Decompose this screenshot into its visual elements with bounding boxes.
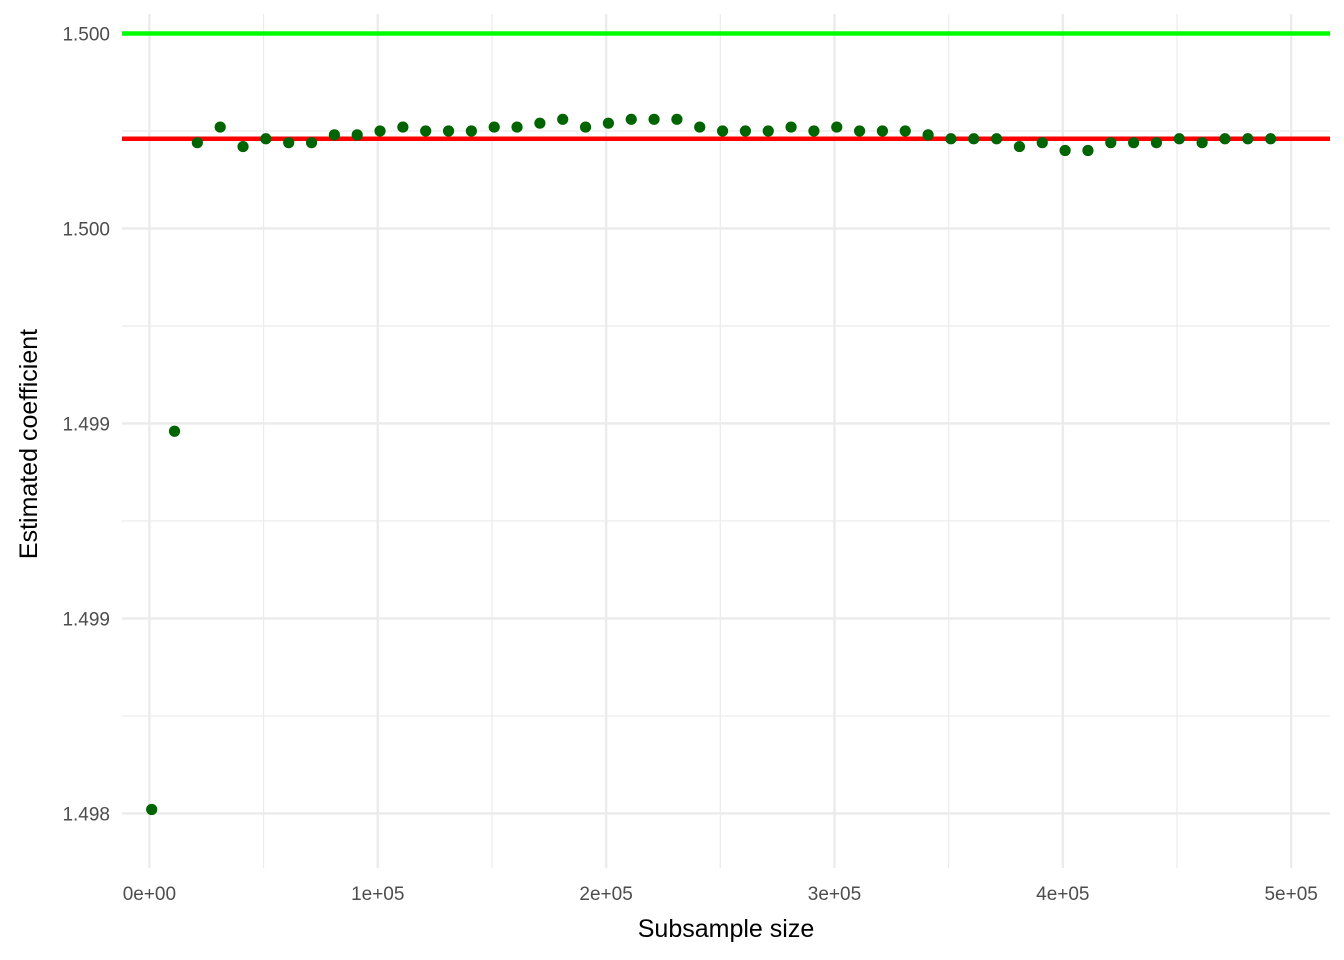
data-point	[168, 425, 181, 437]
data-point	[1082, 144, 1094, 157]
major-gridlines	[122, 14, 1330, 868]
data-point	[305, 137, 318, 149]
data-point	[1173, 133, 1185, 145]
data-point	[831, 121, 843, 133]
x-axis-tick-labels: 0e+00 1e+05 2e+05 3e+05 4e+05 5e+05	[123, 884, 1318, 905]
data-point	[625, 113, 637, 125]
y-axis-title: Estimated coefficient	[15, 329, 43, 559]
data-point	[991, 133, 1003, 145]
data-point	[922, 129, 934, 141]
data-point	[785, 121, 797, 133]
data-point	[214, 121, 226, 133]
data-point	[899, 125, 911, 137]
data-point	[648, 113, 660, 125]
data-point	[283, 137, 295, 149]
data-point	[488, 121, 500, 133]
y-tick-label: 1.499	[62, 609, 110, 630]
x-tick-label: 5e+05	[1264, 884, 1317, 905]
y-tick-label: 1.499	[62, 414, 110, 435]
data-points	[146, 113, 1277, 816]
data-point	[328, 129, 340, 141]
data-point	[1150, 137, 1163, 149]
data-point	[146, 803, 158, 816]
data-point	[694, 121, 706, 133]
data-point	[1265, 133, 1277, 145]
data-point	[191, 137, 203, 149]
x-tick-label: 1e+05	[351, 884, 404, 905]
x-tick-label: 4e+05	[1036, 884, 1089, 905]
data-point	[602, 117, 614, 129]
x-tick-label: 2e+05	[579, 884, 632, 905]
data-point	[808, 125, 820, 137]
data-point	[853, 125, 866, 137]
data-point	[945, 133, 957, 145]
data-point	[1059, 144, 1071, 157]
data-point	[511, 121, 523, 133]
x-axis-title: Subsample size	[638, 915, 814, 943]
data-point	[374, 125, 386, 137]
data-point	[351, 129, 363, 141]
data-point	[237, 140, 249, 153]
data-point	[671, 113, 683, 125]
data-point	[1105, 137, 1117, 149]
data-point	[442, 125, 455, 137]
data-point	[968, 133, 980, 145]
y-axis-tick-labels: 1.498 1.499 1.499 1.500 1.500	[62, 24, 110, 825]
data-point	[420, 125, 432, 137]
data-point	[1128, 137, 1140, 149]
y-tick-label: 1.500	[62, 24, 110, 45]
data-point	[1219, 133, 1231, 145]
data-point	[762, 125, 774, 137]
data-point	[1036, 137, 1048, 149]
reference-lines	[122, 31, 1330, 142]
data-point	[716, 125, 729, 137]
data-point	[260, 133, 272, 145]
data-point	[739, 125, 752, 137]
data-point	[876, 125, 889, 137]
data-point	[1013, 140, 1026, 153]
data-point	[534, 117, 546, 129]
y-tick-label: 1.498	[62, 804, 110, 825]
data-point	[557, 113, 569, 125]
y-tick-label: 1.500	[62, 219, 110, 240]
data-point	[1196, 137, 1208, 149]
data-point	[579, 121, 592, 133]
minor-gridlines	[122, 14, 1330, 868]
data-point	[397, 121, 409, 133]
data-point	[465, 125, 477, 137]
x-tick-label: 0e+00	[123, 884, 176, 905]
data-point	[1242, 133, 1254, 145]
x-tick-label: 3e+05	[808, 884, 861, 905]
